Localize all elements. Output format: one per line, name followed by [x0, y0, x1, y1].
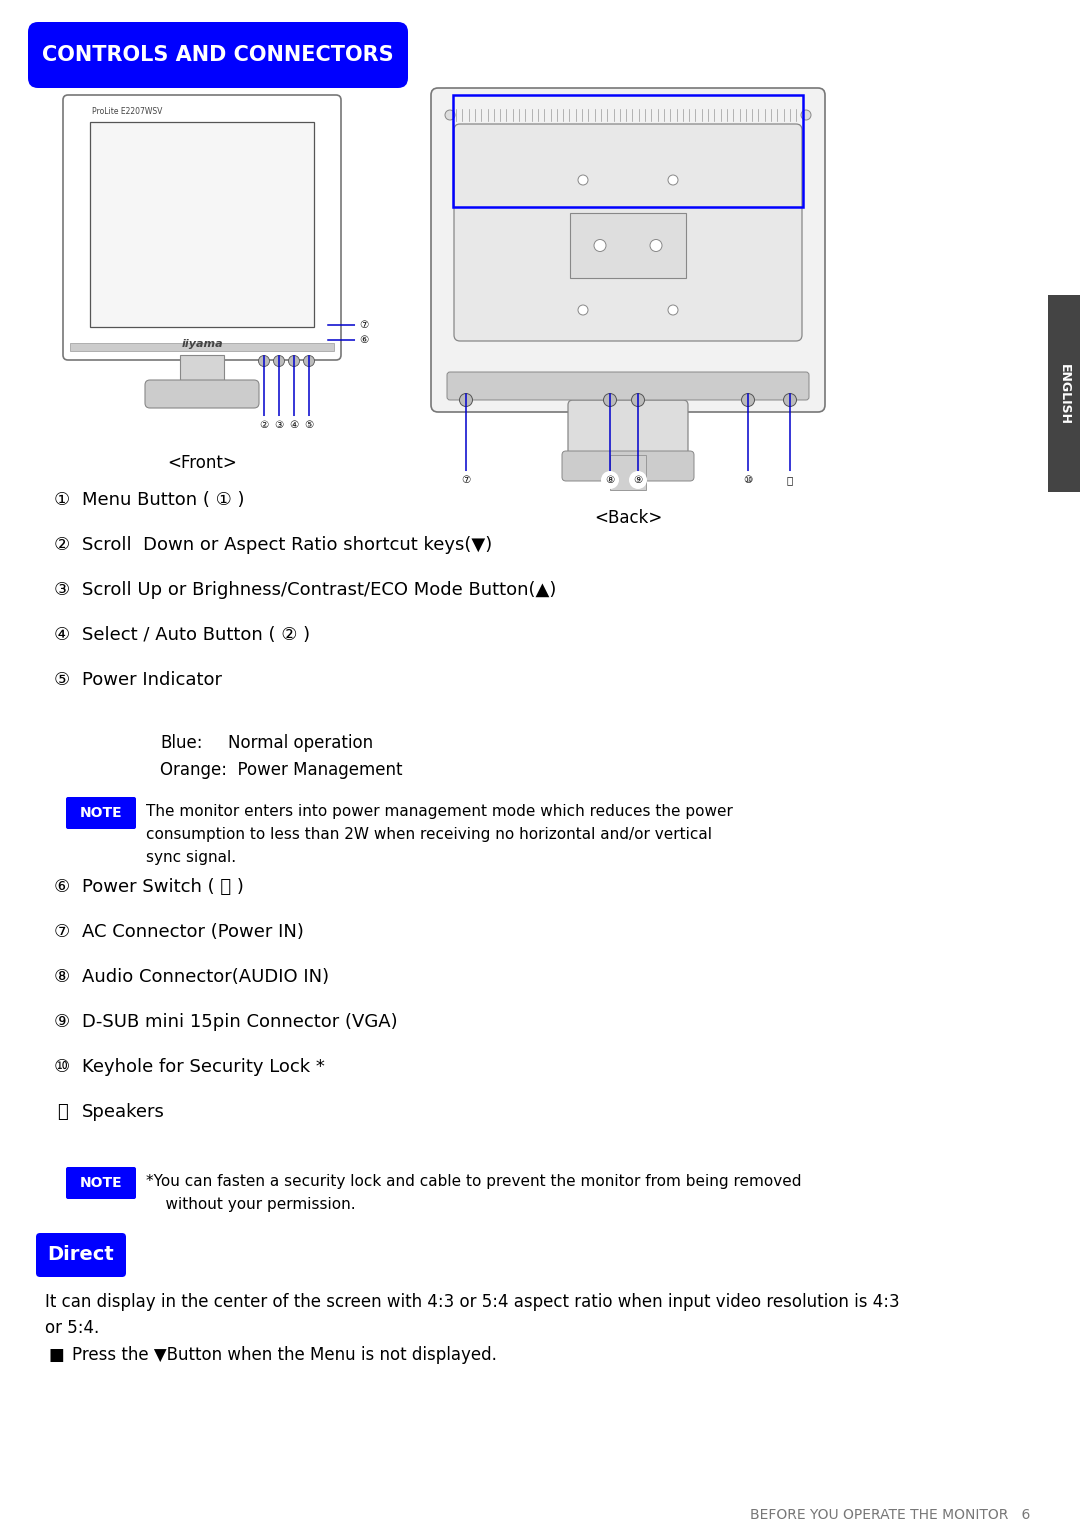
- Text: D-SUB mini 15pin Connector (VGA): D-SUB mini 15pin Connector (VGA): [82, 1013, 397, 1031]
- Circle shape: [288, 355, 299, 366]
- Text: ProLite E2207WSV: ProLite E2207WSV: [92, 107, 162, 116]
- Bar: [180, 355, 224, 385]
- FancyBboxPatch shape: [28, 21, 408, 87]
- FancyBboxPatch shape: [66, 1167, 136, 1200]
- FancyBboxPatch shape: [66, 797, 136, 829]
- Text: ENGLISH: ENGLISH: [1057, 363, 1070, 424]
- Text: ⑦: ⑦: [360, 320, 368, 329]
- Circle shape: [801, 110, 811, 119]
- Text: ⑧: ⑧: [54, 968, 70, 987]
- Bar: [570, 213, 686, 277]
- Text: ⑨: ⑨: [633, 475, 643, 486]
- Circle shape: [781, 470, 799, 489]
- Text: Press the ▼Button when the Menu is not displayed.: Press the ▼Button when the Menu is not d…: [72, 1347, 497, 1363]
- Circle shape: [355, 316, 373, 334]
- Bar: [70, 343, 334, 351]
- Text: ⑦: ⑦: [461, 475, 471, 486]
- Text: CONTROLS AND CONNECTORS: CONTROLS AND CONNECTORS: [42, 44, 394, 64]
- Circle shape: [629, 470, 647, 489]
- Text: Direct: Direct: [48, 1246, 114, 1264]
- FancyBboxPatch shape: [562, 450, 694, 481]
- Text: NOTE: NOTE: [80, 806, 122, 820]
- Text: ④: ④: [54, 627, 70, 643]
- Text: Audio Connector(AUDIO IN): Audio Connector(AUDIO IN): [82, 968, 329, 987]
- Text: Menu Button ( ① ): Menu Button ( ① ): [82, 490, 244, 509]
- Text: ①: ①: [54, 490, 70, 509]
- Text: Orange:  Power Management: Orange: Power Management: [160, 761, 403, 778]
- Text: ②: ②: [259, 420, 269, 430]
- Text: Scroll Up or Brighness/Contrast/ECO Mode Button(▲): Scroll Up or Brighness/Contrast/ECO Mode…: [82, 581, 556, 599]
- Circle shape: [669, 175, 678, 185]
- Text: Power Indicator: Power Indicator: [82, 671, 222, 689]
- Circle shape: [783, 394, 797, 406]
- Text: Blue:: Blue:: [160, 734, 203, 752]
- Circle shape: [604, 394, 617, 406]
- Text: ⑩: ⑩: [743, 475, 753, 486]
- Text: The monitor enters into power management mode which reduces the power
consumptio: The monitor enters into power management…: [146, 804, 733, 864]
- Text: *You can fasten a security lock and cable to prevent the monitor from being remo: *You can fasten a security lock and cabl…: [146, 1174, 801, 1212]
- Text: Speakers: Speakers: [82, 1103, 165, 1121]
- Text: <Front>: <Front>: [167, 453, 237, 472]
- Text: Normal operation: Normal operation: [228, 734, 373, 752]
- FancyBboxPatch shape: [36, 1233, 126, 1278]
- FancyBboxPatch shape: [568, 400, 688, 460]
- Text: ⑪: ⑪: [56, 1103, 67, 1121]
- Text: Power Switch ( ⏻ ): Power Switch ( ⏻ ): [82, 878, 244, 896]
- Text: ⑤: ⑤: [54, 671, 70, 689]
- Text: ⑪: ⑪: [787, 475, 793, 486]
- Bar: [610, 455, 646, 490]
- FancyBboxPatch shape: [454, 124, 802, 342]
- Circle shape: [273, 355, 284, 366]
- Text: ⑨: ⑨: [54, 1013, 70, 1031]
- Circle shape: [303, 355, 314, 366]
- Text: Scroll  Down or Aspect Ratio shortcut keys(▼): Scroll Down or Aspect Ratio shortcut key…: [82, 536, 492, 555]
- Text: ④: ④: [289, 420, 299, 430]
- Text: ⑤: ⑤: [305, 420, 313, 430]
- Circle shape: [459, 394, 473, 406]
- Circle shape: [669, 305, 678, 316]
- Bar: [453, 95, 804, 207]
- Circle shape: [355, 331, 373, 349]
- FancyBboxPatch shape: [447, 372, 809, 400]
- FancyBboxPatch shape: [431, 87, 825, 412]
- Text: ⑥: ⑥: [360, 336, 368, 345]
- Text: BEFORE YOU OPERATE THE MONITOR   6: BEFORE YOU OPERATE THE MONITOR 6: [750, 1507, 1030, 1521]
- Text: <Back>: <Back>: [594, 509, 662, 527]
- Circle shape: [258, 355, 270, 366]
- Text: ②: ②: [54, 536, 70, 555]
- Text: iiyama: iiyama: [181, 339, 222, 349]
- Circle shape: [457, 470, 475, 489]
- Circle shape: [600, 470, 619, 489]
- Text: ⑩: ⑩: [54, 1059, 70, 1075]
- Text: ⑥: ⑥: [54, 878, 70, 896]
- Circle shape: [300, 417, 318, 434]
- Circle shape: [742, 394, 755, 406]
- Circle shape: [285, 417, 303, 434]
- Text: ■: ■: [48, 1347, 64, 1363]
- Text: ③: ③: [54, 581, 70, 599]
- Text: It can display in the center of the screen with 4:3 or 5:4 aspect ratio when inp: It can display in the center of the scre…: [45, 1293, 900, 1337]
- Circle shape: [578, 175, 588, 185]
- Text: Keyhole for Security Lock *: Keyhole for Security Lock *: [82, 1059, 325, 1075]
- Circle shape: [650, 239, 662, 251]
- Text: NOTE: NOTE: [80, 1177, 122, 1190]
- Text: ③: ③: [274, 420, 284, 430]
- Circle shape: [270, 417, 288, 434]
- Circle shape: [578, 305, 588, 316]
- Text: ⑦: ⑦: [54, 922, 70, 941]
- Text: ⑧: ⑧: [606, 475, 615, 486]
- Bar: [90, 123, 314, 326]
- Circle shape: [255, 417, 273, 434]
- Circle shape: [632, 394, 645, 406]
- Text: Select / Auto Button ( ② ): Select / Auto Button ( ② ): [82, 627, 310, 643]
- Circle shape: [739, 470, 757, 489]
- Circle shape: [445, 110, 455, 119]
- Bar: [1048, 296, 1080, 492]
- Text: AC Connector (Power IN): AC Connector (Power IN): [82, 922, 303, 941]
- Circle shape: [594, 239, 606, 251]
- FancyBboxPatch shape: [63, 95, 341, 360]
- FancyBboxPatch shape: [145, 380, 259, 408]
